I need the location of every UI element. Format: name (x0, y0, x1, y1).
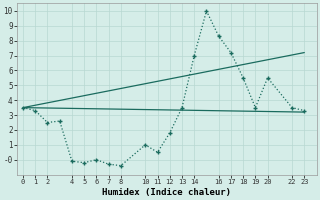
X-axis label: Humidex (Indice chaleur): Humidex (Indice chaleur) (102, 188, 231, 197)
